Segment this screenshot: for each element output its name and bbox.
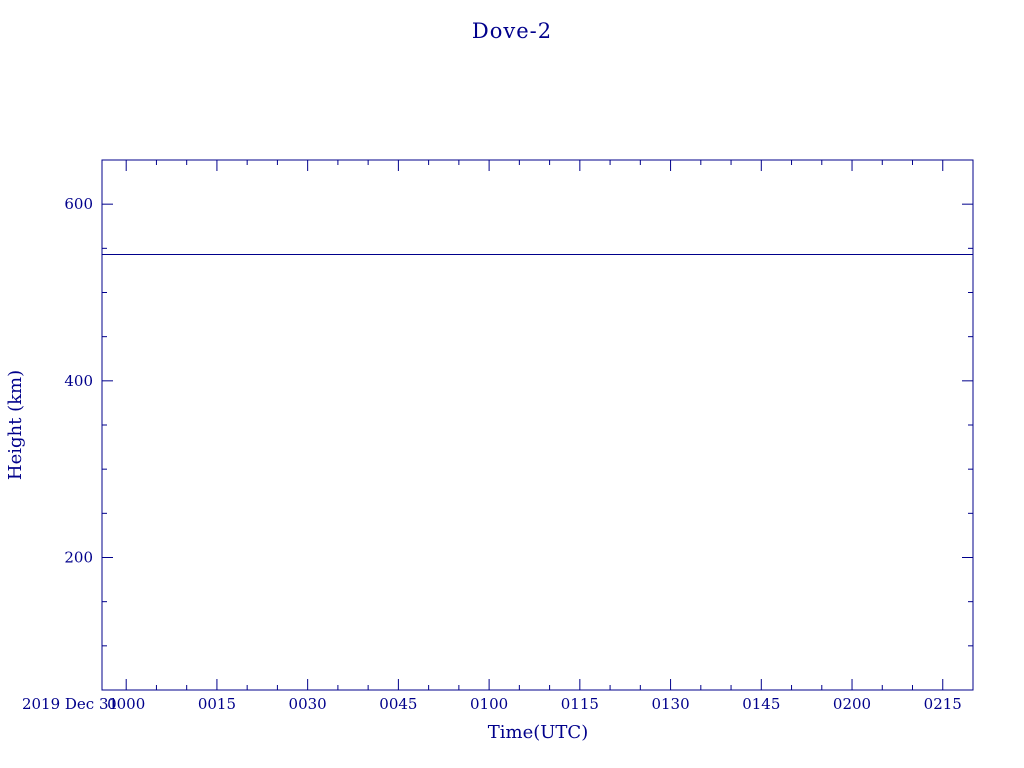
chart-title: Dove-2 xyxy=(472,19,552,43)
x-tick-label: 0145 xyxy=(742,695,780,713)
y-axis-label: Height (km) xyxy=(5,370,26,480)
x-tick-label: 0000 xyxy=(107,695,145,713)
x-tick-labels: 0000 0015 0030 0045 0100 0115 0130 0145 0200 0215 xyxy=(107,695,962,713)
x-tick-label: 0130 xyxy=(651,695,689,713)
x-tick-label: 0015 xyxy=(198,695,236,713)
plot-frame xyxy=(101,159,974,691)
x-tick-label: 0115 xyxy=(561,695,599,713)
date-label: 2019 Dec 31 xyxy=(22,695,118,713)
x-tick-label: 0200 xyxy=(833,695,871,713)
y-tick-labels: 200 400 600 xyxy=(64,195,93,566)
major-ticks xyxy=(102,160,973,690)
x-tick-label: 0215 xyxy=(924,695,962,713)
y-tick-label: 400 xyxy=(64,372,93,390)
y-tick-label: 600 xyxy=(64,195,93,213)
minor-ticks xyxy=(102,159,974,691)
y-tick-label: 200 xyxy=(64,549,93,567)
x-tick-label: 0100 xyxy=(470,695,508,713)
x-tick-label: 0045 xyxy=(379,695,417,713)
x-tick-label: 0030 xyxy=(289,695,327,713)
x-axis-label: Time(UTC) xyxy=(488,722,588,743)
